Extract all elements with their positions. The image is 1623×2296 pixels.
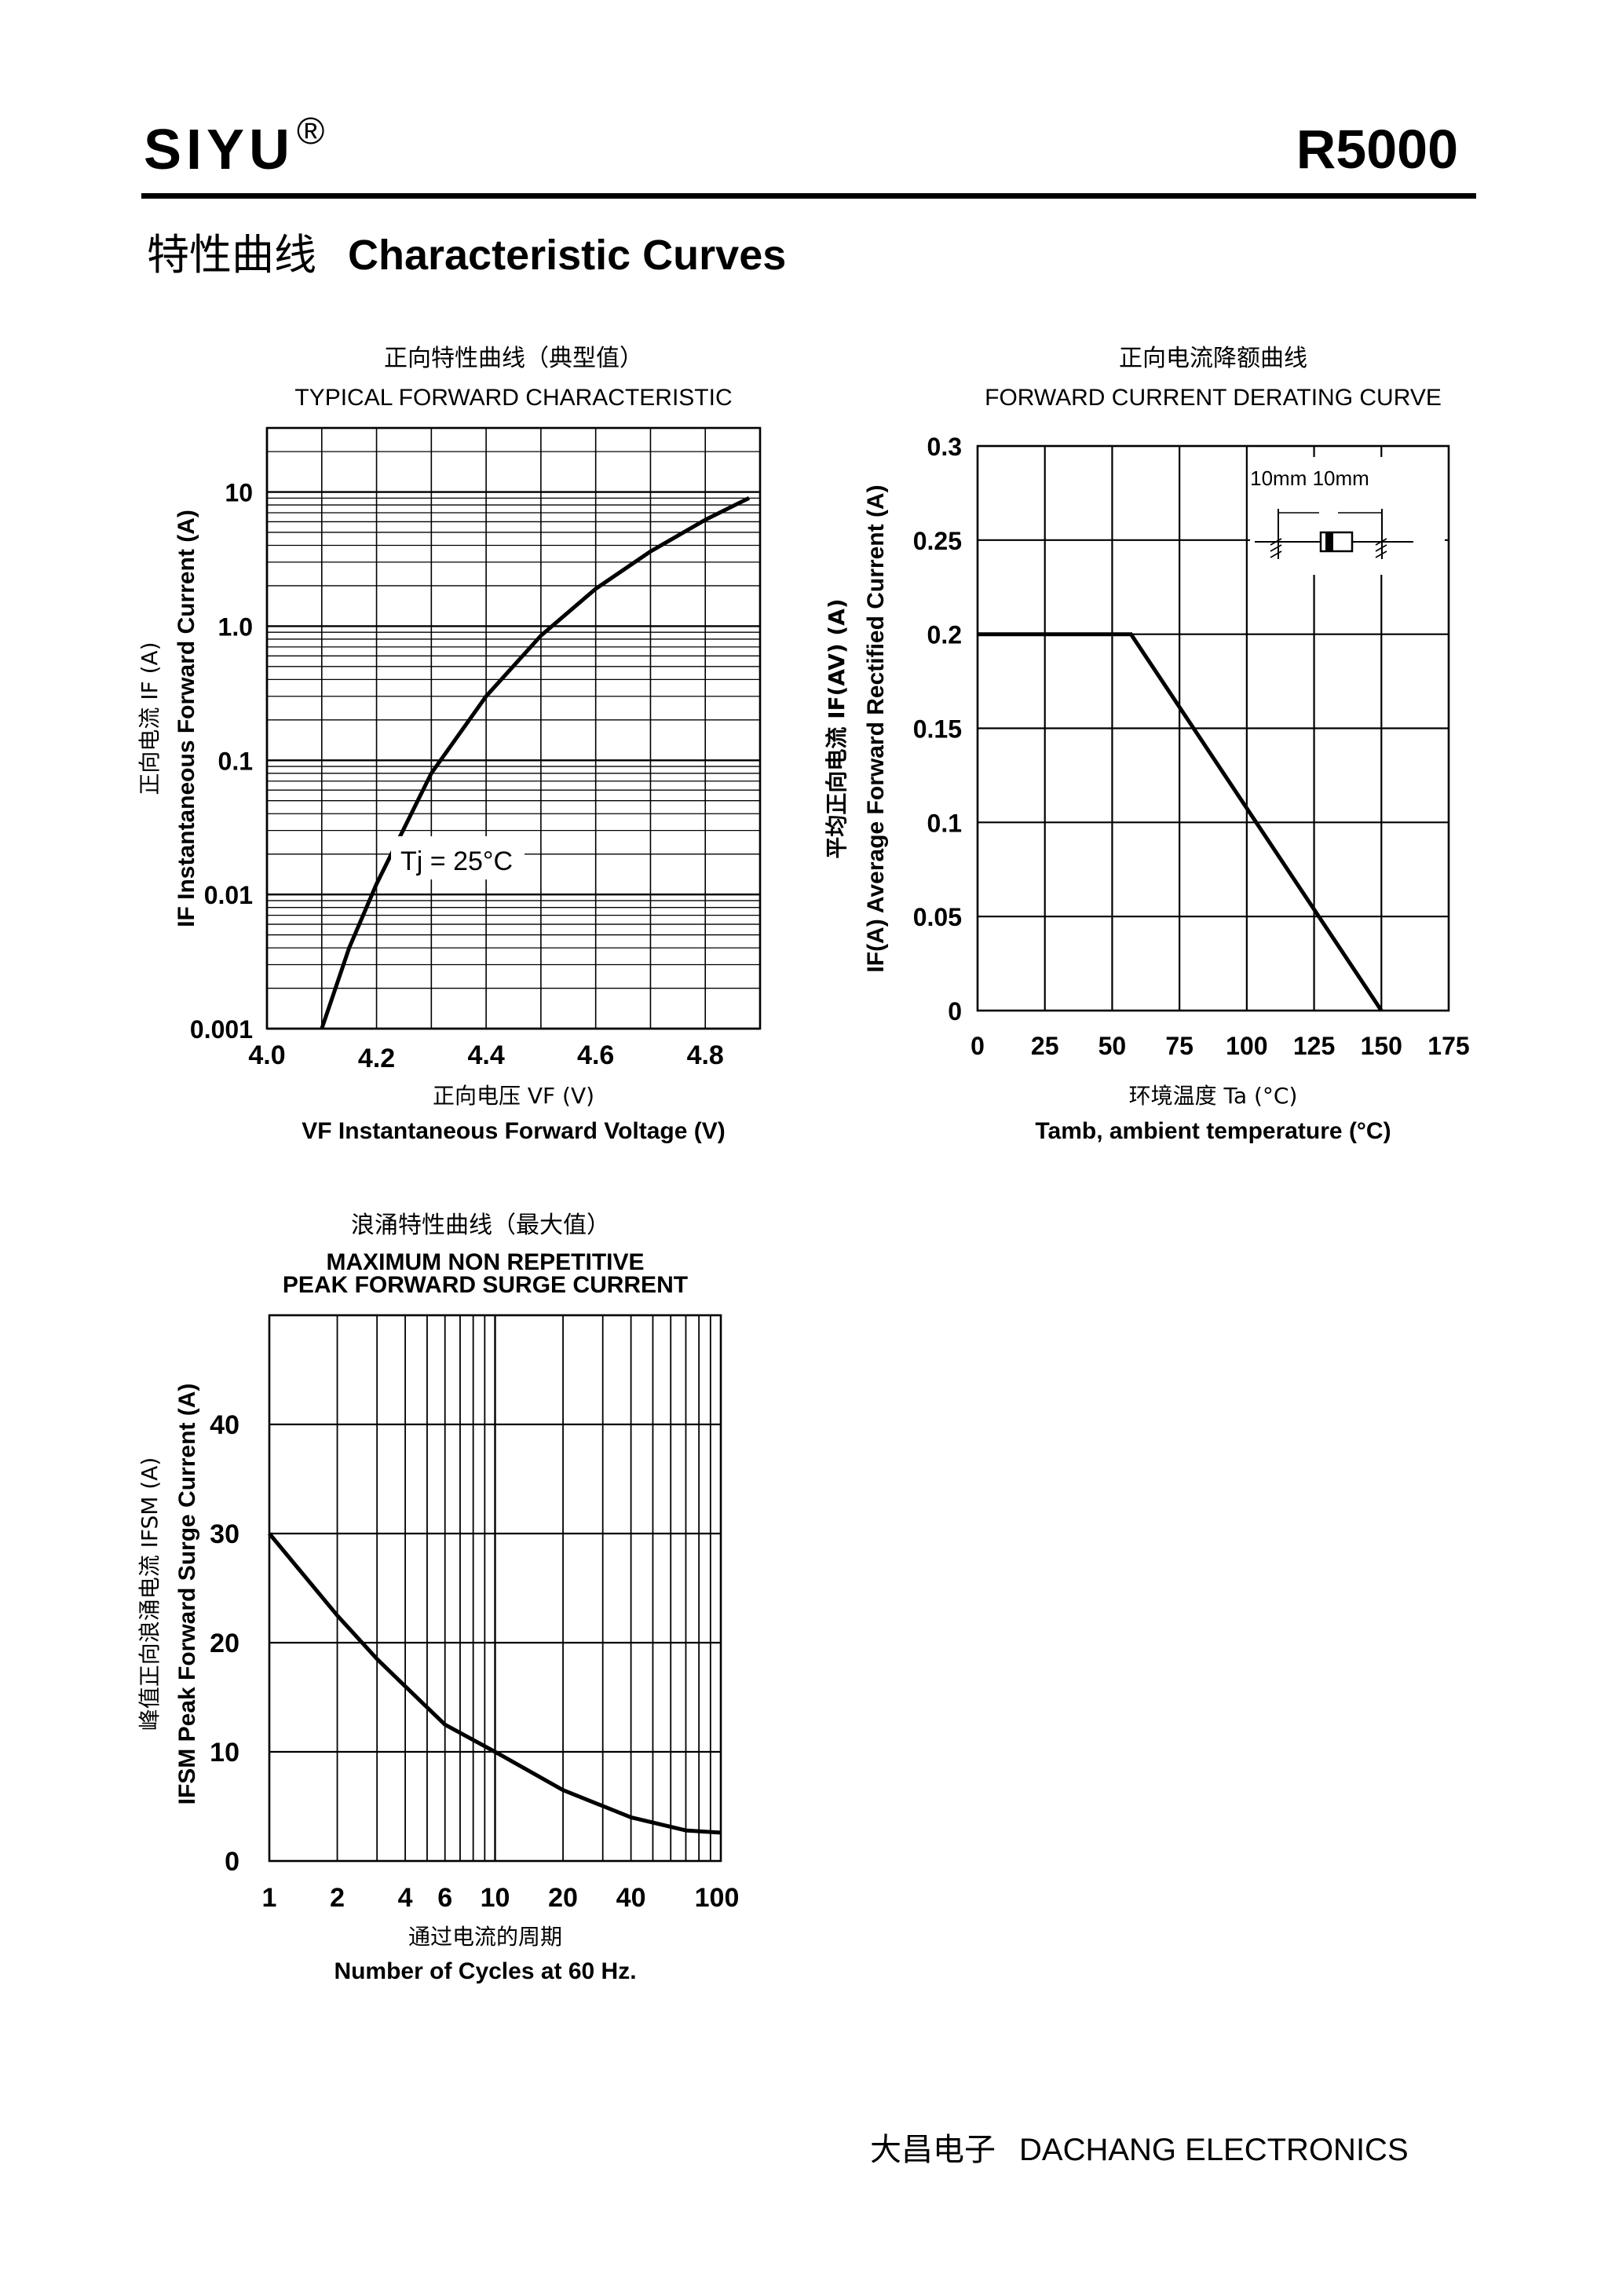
header-rule — [141, 193, 1476, 199]
y-axis-label-cn: 正向电流 IF (A) — [137, 642, 163, 795]
x-axis-label: Number of Cycles at 60 Hz. — [334, 1958, 636, 1984]
x-tick-label: 6 — [437, 1883, 452, 1913]
derating-curve — [978, 632, 1384, 1012]
y-axis-label-cn: 平均正向电流 IF(AV) (A) — [824, 598, 850, 858]
y-tick-label: 0 — [225, 1847, 239, 1877]
y-axis-label: IFSM Peak Forward Surge Current (A) — [174, 1384, 200, 1805]
x-tick-label: 4.0 — [248, 1040, 285, 1070]
y-tick-label: 0.2 — [927, 621, 962, 649]
chart-title-cn: 正向电流降额曲线 — [1119, 345, 1307, 372]
y-tick-label: 0.3 — [927, 433, 962, 461]
footer-company-en: DACHANG ELECTRONICS — [1019, 2133, 1409, 2167]
x-tick-label: 4 — [398, 1883, 413, 1913]
y-tick-label: 1.0 — [218, 612, 253, 641]
y-tick-label: 10 — [210, 1738, 239, 1768]
chart-title: FORWARD CURRENT DERATING CURVE — [985, 385, 1442, 411]
footer-company-cn: 大昌电子 — [870, 2132, 996, 2168]
x-tick-label: 10 — [481, 1883, 510, 1913]
y-axis-label: IF(A) Average Forward Rectified Current … — [863, 484, 889, 972]
inset-diode-band — [1325, 532, 1333, 551]
plot-frame — [976, 444, 1450, 1012]
inset-bg — [1250, 457, 1445, 575]
y-tick-label: 20 — [210, 1629, 239, 1658]
registered-mark: ® — [297, 111, 325, 152]
inset-hatch — [1375, 544, 1387, 552]
x-tick-label: 25 — [1031, 1032, 1059, 1060]
y-tick-label: 0 — [948, 997, 962, 1026]
section-title-cn: 特性曲线 — [147, 230, 316, 280]
brand-name: SIYU — [144, 119, 295, 181]
x-tick-label: 2 — [330, 1883, 345, 1913]
chart-title-cn: 浪涌特性曲线（最大值） — [351, 1212, 610, 1239]
x-tick-label: 100 — [1226, 1032, 1267, 1060]
x-tick-label: 1 — [262, 1883, 277, 1913]
y-tick-label: 0.1 — [218, 747, 253, 775]
surge-curve — [268, 1532, 722, 1835]
forward-characteristic-chart: Tj = 25°C 4.0 4.2 4.4 4.6 4.8 0.001 0.01 0.1 1.0 1… — [137, 345, 762, 1144]
x-tick-label: 50 — [1098, 1032, 1127, 1060]
inset-hatch — [1270, 538, 1282, 546]
inset-hatch — [1270, 544, 1282, 552]
y-axis-label-cn: 峰值正向浪涌电流 IFSM (A) — [137, 1457, 163, 1731]
chart-title: TYPICAL FORWARD CHARACTERISTIC — [294, 385, 732, 411]
forward-curve — [320, 496, 751, 1029]
x-tick-label: 4.8 — [687, 1040, 724, 1070]
x-tick-label: 4.2 — [358, 1044, 395, 1073]
x-axis-label: Tamb, ambient temperature (°C) — [1035, 1118, 1391, 1144]
inset-hatch — [1375, 538, 1387, 546]
y-tick-label: 30 — [210, 1519, 239, 1549]
tj-annotation: Tj = 25°C — [400, 846, 513, 876]
y-tick-label: 10 — [225, 479, 253, 507]
y-tick-label: 40 — [210, 1410, 239, 1440]
x-tick-label: 4.6 — [577, 1040, 614, 1070]
y-tick-label: 0.25 — [913, 527, 962, 555]
section-title-en: Characteristic Curves — [348, 232, 787, 279]
x-axis-label: VF Instantaneous Forward Voltage (V) — [302, 1118, 726, 1144]
x-tick-label: 40 — [616, 1883, 646, 1913]
annotation-bg — [391, 836, 525, 879]
footer: 大昌电子 DACHANG ELECTRONICS — [870, 2124, 1409, 2170]
y-tick-label: 0.05 — [913, 903, 962, 931]
x-tick-label: 4.4 — [467, 1040, 504, 1070]
x-tick-label: 75 — [1165, 1032, 1193, 1060]
y-tick-label: 0.001 — [190, 1015, 253, 1044]
x-tick-label: 125 — [1293, 1032, 1335, 1060]
chart-title-line2: PEAK FORWARD SURGE CURRENT — [283, 1272, 688, 1298]
x-axis-label-cn: 环境温度 Ta (°C) — [1129, 1083, 1298, 1109]
x-axis-label-cn: 通过电流的周期 — [408, 1924, 562, 1950]
inset-hatch — [1270, 550, 1282, 558]
inset-hatch — [1375, 550, 1387, 558]
x-tick-label: 175 — [1427, 1032, 1469, 1060]
y-tick-label: 0.01 — [204, 881, 253, 909]
surge-chart: 1 2 4 6 10 20 40 100 0 10 20 30 40 浪涌特性曲线（最大值） MAXIMUM… — [137, 1212, 739, 1984]
plot-frame — [268, 1314, 722, 1863]
y-tick-label: 0.1 — [927, 809, 962, 837]
chart-title-line1: MAXIMUM NON REPETITIVE — [326, 1249, 644, 1275]
inset-lead-length: 10mm 10mm — [1250, 466, 1369, 490]
x-tick-label: 0 — [971, 1032, 985, 1060]
section-title: 特性曲线 Characteristic Curves — [147, 220, 786, 282]
model-number: R5000 — [1296, 119, 1458, 180]
chart-title-cn: 正向特性曲线（典型值） — [384, 345, 643, 372]
derating-chart: 10mm 10mm 0 25 50 75 100 125 150 175 0 0.05 0.1 0.15… — [824, 345, 1470, 1144]
y-axis-label: IF Instantaneous Forward Current (A) — [174, 510, 199, 927]
y-tick-label: 0.15 — [913, 715, 962, 744]
x-tick-label: 20 — [548, 1883, 578, 1913]
x-axis-label-cn: 正向电压 VF (V) — [433, 1083, 594, 1109]
x-tick-label: 100 — [695, 1883, 740, 1913]
plot-frame — [265, 426, 762, 1030]
x-tick-label: 150 — [1361, 1032, 1402, 1060]
